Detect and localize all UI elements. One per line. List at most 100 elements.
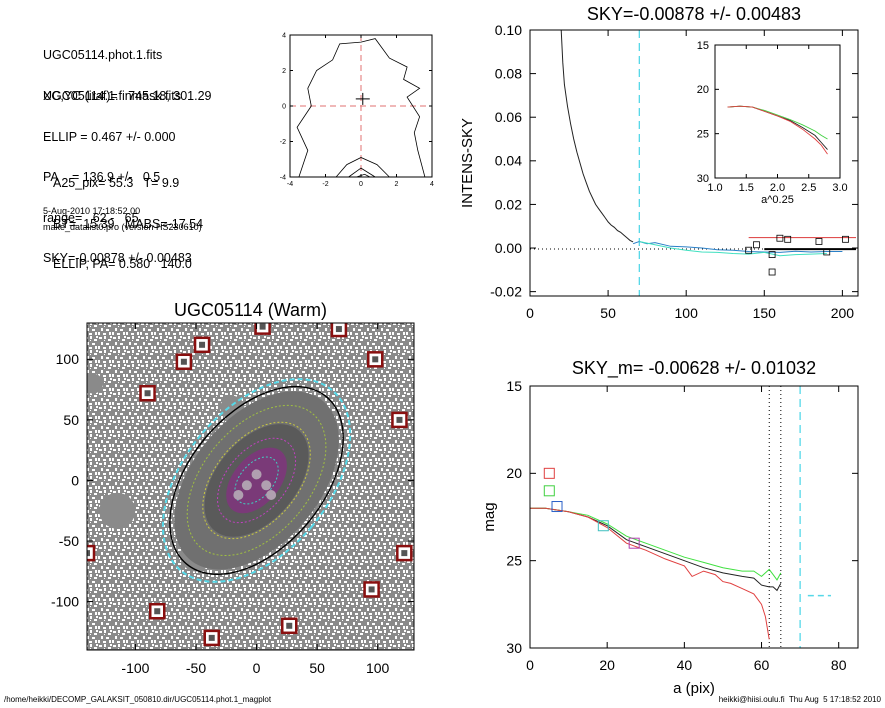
sky-profile-plot: SKY=-0.00878 +/- 0.00483 INTENS-SKY 0 50 100… bbox=[459, 4, 859, 321]
core-knot bbox=[241, 480, 252, 491]
y-tick-label: 0 bbox=[71, 472, 79, 488]
chart-title: SKY_m= -0.00628 +/- 0.01032 bbox=[572, 358, 816, 379]
sky-series-line bbox=[632, 240, 843, 253]
inset-y-tick-label: 20 bbox=[697, 84, 709, 96]
masked-star-core bbox=[154, 608, 161, 615]
masked-star-core bbox=[396, 416, 403, 423]
info-param-line: XC,YC (iraf)= 745.18, 301.29 bbox=[43, 89, 212, 103]
x-tick-label: 100 bbox=[675, 305, 699, 321]
masked-star-core bbox=[199, 341, 206, 348]
masked-star-core bbox=[87, 550, 90, 557]
x-tick-label: 200 bbox=[831, 305, 855, 321]
y-tick-label: 100 bbox=[56, 351, 80, 367]
info-summary-line: BT= 15.39 MABS=-17.54 bbox=[53, 216, 204, 231]
sky-series-line bbox=[560, 29, 634, 243]
chart-title: UGC05114 (Warm) bbox=[174, 300, 327, 320]
info-param-line: SKY=-0.00878 +/- 0.00483 bbox=[43, 251, 192, 265]
x-tick-label: 100 bbox=[366, 660, 390, 676]
core-knot bbox=[251, 469, 262, 480]
inset-x-axis-label: a^0.25 bbox=[761, 194, 794, 206]
masked-star-core bbox=[372, 356, 379, 363]
x-tick-label: 0 bbox=[359, 181, 363, 188]
y-tick-label: -50 bbox=[59, 533, 79, 549]
info-param-line: PA = 136.9 +/- 0.5 bbox=[43, 170, 161, 184]
x-tick-label: 40 bbox=[677, 657, 693, 673]
x-axis-label: a (pix) bbox=[673, 680, 715, 697]
y-tick-label: -0.02 bbox=[490, 284, 522, 300]
x-tick-label: 80 bbox=[831, 657, 847, 673]
y-tick-label: 25 bbox=[506, 553, 522, 569]
footer-user: heikki@hiisi.oulu.fi Thu Aug 5 17:18:52 … bbox=[718, 695, 881, 704]
axes-frame bbox=[529, 29, 859, 297]
inset-x-tick-label: 3.0 bbox=[832, 182, 847, 194]
y-tick-label: 0.04 bbox=[495, 153, 522, 169]
info-summary-line: ELLIP, PA= 0.580 140.0 bbox=[53, 257, 192, 271]
footer-path: /home/heikki/DECOMP_GALAKSIT_050810.dir/… bbox=[4, 695, 272, 704]
contour-line bbox=[296, 38, 426, 178]
x-tick-label: 50 bbox=[309, 660, 325, 676]
y-tick-label: 20 bbox=[506, 465, 522, 481]
masked-star-marker bbox=[87, 544, 96, 562]
info-date: 5-Aug-2010 17:18:52.00 bbox=[43, 206, 141, 216]
inset-series-line bbox=[727, 105, 828, 155]
sky-square-marker bbox=[768, 268, 776, 276]
x-tick-label: 0 bbox=[526, 657, 534, 673]
info-program: make_datalist0.pro (version HS230610) bbox=[43, 222, 202, 232]
x-tick-label: 0 bbox=[526, 305, 534, 321]
y-axis-label: mag bbox=[481, 502, 498, 531]
info-param-line: range= 62.- 65. bbox=[43, 210, 143, 225]
info-file-line: UGC05114.phot.1.fits bbox=[43, 48, 163, 62]
masked-blob bbox=[87, 373, 104, 394]
galaxy-image bbox=[87, 323, 414, 650]
sky-square-marker bbox=[784, 235, 792, 243]
fit-ellipse bbox=[169, 385, 344, 575]
inset-y-tick-label: 30 bbox=[697, 173, 709, 185]
masked-star-core bbox=[368, 586, 375, 593]
mag-square-marker bbox=[543, 485, 555, 497]
masked-blob bbox=[99, 492, 136, 529]
y-tick-label: 15 bbox=[506, 378, 522, 394]
y-tick-label: -4 bbox=[280, 174, 286, 181]
y-tick-label: 0 bbox=[282, 103, 286, 110]
y-tick-label: 0.10 bbox=[495, 22, 522, 38]
contour-line bbox=[356, 173, 371, 178]
info-file-line: UGC05114.1.finmask.fits bbox=[43, 88, 182, 103]
contour-plot: -4 -2 0 2 4 -4 -2 0 2 4 bbox=[280, 32, 434, 188]
mag-series-line bbox=[530, 507, 782, 581]
axes-frame bbox=[529, 385, 859, 649]
masked-star-core bbox=[401, 550, 408, 557]
y-tick-label: 0.08 bbox=[495, 66, 522, 82]
y-tick-label: -100 bbox=[51, 593, 79, 609]
inset-x-tick-label: 2.0 bbox=[770, 182, 785, 194]
mag-series-line bbox=[530, 507, 782, 592]
y-tick-label: 2 bbox=[282, 68, 286, 75]
x-tick-label: -2 bbox=[322, 181, 328, 188]
chart-title: SKY=-0.00878 +/- 0.00483 bbox=[587, 4, 801, 24]
core-knot bbox=[261, 480, 272, 491]
sky-square-marker bbox=[815, 238, 823, 245]
x-tick-label: 20 bbox=[599, 657, 615, 673]
x-tick-label: 2 bbox=[395, 181, 399, 188]
masked-star-core bbox=[208, 634, 215, 641]
x-tick-label: 0 bbox=[253, 660, 261, 676]
masked-star-core bbox=[286, 622, 293, 629]
masked-star-core bbox=[259, 323, 266, 330]
x-tick-label: 4 bbox=[430, 181, 434, 188]
sky-series-line bbox=[639, 241, 827, 257]
y-tick-label: 0.02 bbox=[495, 196, 522, 212]
magnitude-profile-plot: SKY_m= -0.00628 +/- 0.01032 a (pix) mag 0 20… bbox=[481, 358, 859, 697]
y-tick-label: -2 bbox=[280, 139, 286, 146]
sky-square-marker bbox=[776, 234, 784, 242]
contour-line bbox=[335, 157, 390, 178]
info-summary-line: A25_pix= 55.3 T= 9.9 bbox=[53, 176, 180, 190]
inset-x-tick-label: 1.5 bbox=[739, 182, 754, 194]
inset-x-tick-label: 2.5 bbox=[801, 182, 816, 194]
mag-square-marker bbox=[551, 501, 563, 513]
x-tick-label: 60 bbox=[754, 657, 770, 673]
axes-frame bbox=[86, 322, 415, 651]
x-tick-label: 150 bbox=[753, 305, 777, 321]
y-tick-label: 0.00 bbox=[495, 240, 522, 256]
contour-line bbox=[348, 167, 376, 178]
masked-star-core bbox=[335, 326, 342, 333]
